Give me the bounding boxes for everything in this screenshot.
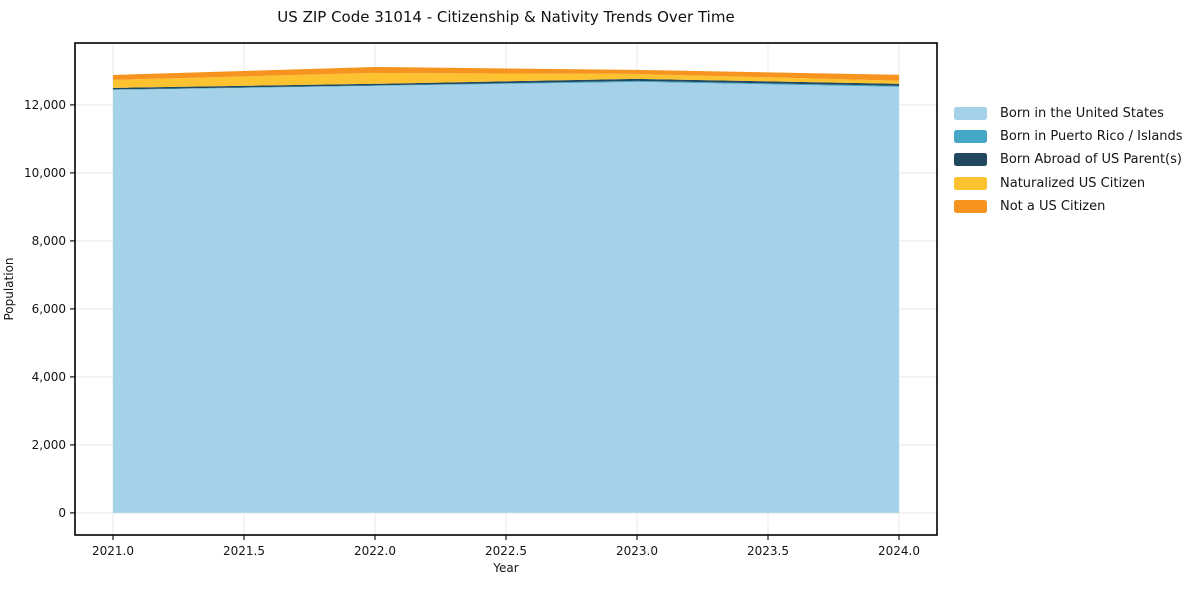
y-tick-label: 0 [58,505,66,520]
y-axis-label: Population [2,257,16,321]
legend-label: Born Abroad of US Parent(s) [1000,152,1182,168]
legend-label: Not a US Citizen [1000,198,1106,214]
legend-label: Naturalized US Citizen [1000,175,1146,191]
legend-item: Born in the United States [954,102,1183,125]
y-tick-label: 12,000 [24,97,66,112]
legend-label: Born in Puerto Rico / Islands [1000,129,1183,145]
x-tick-label: 2021.0 [91,544,134,558]
area-series-0 [112,81,900,513]
y-tick-label: 4,000 [31,369,66,384]
legend-swatch-icon [954,199,987,213]
x-tick-label: 2022.5 [485,544,527,558]
legend-swatch-icon [954,107,987,121]
legend-item: Not a US Citizen [954,195,1183,218]
chart-title: US ZIP Code 31014 - Citizenship & Nativi… [277,8,735,26]
y-tick-label: 6,000 [31,301,66,316]
legend-label: Born in the United States [1000,106,1164,122]
area-series-4 [112,66,900,81]
legend-swatch-icon [954,153,987,167]
y-tick-label: 10,000 [24,165,66,180]
legend-item: Born Abroad of US Parent(s) [954,148,1183,171]
area-series-2 [112,78,900,90]
x-axis-label: Year [493,561,519,575]
legend-swatch-icon [954,130,987,144]
x-tick-label: 2021.5 [222,544,265,558]
legend-item: Born in Puerto Rico / Islands [954,125,1183,148]
x-tick-label: 2022.0 [353,544,396,558]
y-tick-label: 2,000 [31,437,66,452]
area-series-3 [112,72,900,88]
legend-item: Naturalized US Citizen [954,172,1183,195]
x-tick-label: 2023.5 [747,544,789,558]
y-tick-label: 8,000 [31,233,66,248]
plot-frame [74,42,938,536]
x-tick-label: 2024.0 [878,544,920,558]
x-tick-label: 2023.0 [616,544,658,558]
legend-swatch-icon [954,176,987,190]
legend: Born in the United States Born in Puerto … [954,102,1183,218]
